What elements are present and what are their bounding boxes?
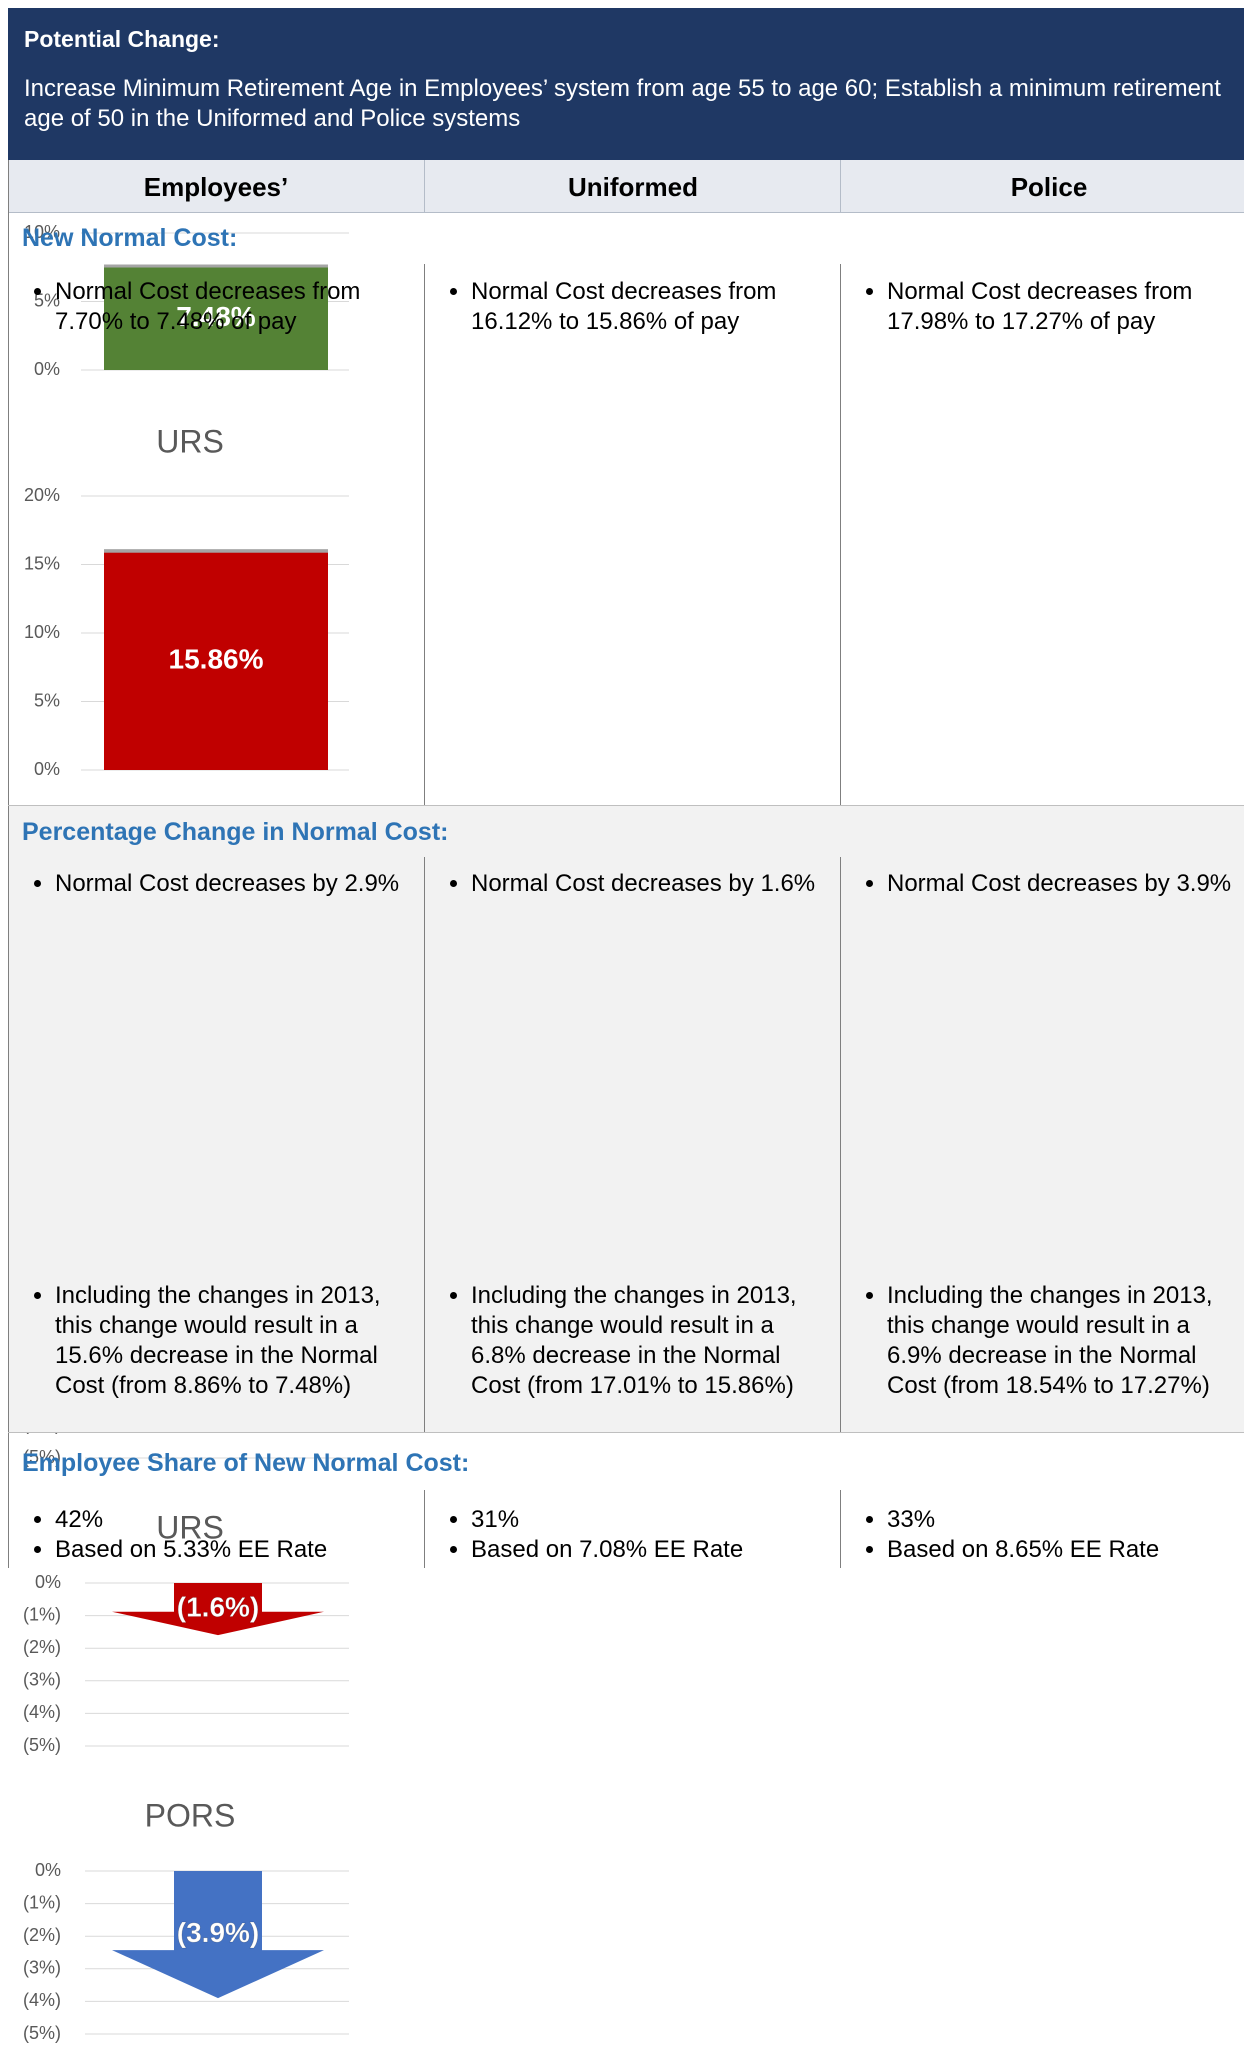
divider — [840, 857, 841, 1432]
bullet-item: Normal Cost decreases by 2.9% — [55, 869, 405, 899]
y-tick-label: 20% — [24, 485, 60, 505]
bullet-item: Based on 8.65% EE Rate — [887, 1535, 1237, 1565]
divider — [424, 1490, 425, 1568]
section-background — [9, 806, 1244, 1432]
chart-box: PORS 0% (1%) (2%) (3%) (4%) (5%) (3.9%) — [0, 1776, 380, 2064]
bullet-list: Normal Cost decreases from 7.70% to 7.48… — [8, 277, 405, 337]
bullet-item: Including the changes in 2013, this chan… — [471, 1281, 821, 1401]
y-tick-label: 0% — [35, 1860, 61, 1880]
bullet-item: Normal Cost decreases from 17.98% to 17.… — [887, 277, 1237, 337]
chart: PORS 0% (1%) (2%) (3%) (4%) (5%) (3.9%) — [23, 1797, 349, 2043]
section-title: New Normal Cost: — [22, 224, 238, 252]
bullet-list: Including the changes in 2013, this chan… — [8, 1281, 405, 1401]
value-label: (3.9%) — [177, 1917, 259, 1948]
chart: URS 0% 5% 10% 15% 20% 15.86% — [24, 423, 349, 779]
header: Potential Change: Increase Minimum Retir… — [8, 8, 1244, 160]
y-tick-label: (1%) — [23, 1604, 61, 1624]
bullet-list: Normal Cost decreases from 17.98% to 17.… — [840, 277, 1237, 337]
bullet-item: Normal Cost decreases from 16.12% to 15.… — [471, 277, 821, 337]
value-label: (1.6%) — [177, 1591, 259, 1622]
y-tick-label: 10% — [24, 622, 60, 642]
bullet-item: Including the changes in 2013, this chan… — [887, 1281, 1237, 1401]
bullet-item: Based on 7.08% EE Rate — [471, 1535, 821, 1565]
y-tick-label: (5%) — [23, 1447, 61, 1467]
section-title: Employee Share of New Normal Cost: — [22, 1449, 470, 1477]
column-header: Police — [840, 160, 1244, 212]
bar — [104, 552, 328, 770]
y-tick-label: (2%) — [23, 1637, 61, 1657]
y-tick-label: 5% — [34, 690, 60, 710]
bullet-item: Including the changes in 2013, this chan… — [55, 1281, 405, 1401]
column-headers: Employees’ Uniformed Police — [8, 160, 1244, 213]
bullet-list: 42%Based on 5.33% EE Rate — [8, 1505, 405, 1565]
chart-title: PORS — [145, 1797, 236, 1833]
bullet-list: Normal Cost decreases by 2.9% — [8, 869, 405, 899]
rule — [8, 805, 1244, 806]
bullet-item: Normal Cost decreases from 7.70% to 7.48… — [55, 277, 405, 337]
bullet-list: Normal Cost decreases from 16.12% to 15.… — [424, 277, 821, 337]
bullet-item: Normal Cost decreases by 1.6% — [471, 869, 821, 899]
y-tick-label: 0% — [35, 1572, 61, 1592]
value-label: 15.86% — [169, 644, 264, 675]
column-header: Employees’ — [143, 172, 289, 202]
y-tick-label: 5% — [34, 290, 60, 310]
bullet-list: Normal Cost decreases by 3.9% — [840, 869, 1237, 899]
border — [8, 160, 9, 1568]
header-title: Potential Change: — [24, 26, 220, 52]
header-description: Increase Minimum Retirement Age in Emplo… — [24, 75, 1221, 132]
bullet-list: Normal Cost decreases by 1.6% — [424, 869, 821, 899]
y-tick-label: 0% — [34, 759, 60, 779]
bullet-item: 31% — [471, 1505, 821, 1535]
bullet-item: Normal Cost decreases by 3.9% — [887, 869, 1237, 899]
chart-title: URS — [156, 423, 224, 459]
y-tick-label: (4%) — [23, 1702, 61, 1722]
section-title: Percentage Change in Normal Cost: — [22, 818, 449, 846]
bullet-list: Including the changes in 2013, this chan… — [424, 1281, 821, 1401]
bullet-list: 31%Based on 7.08% EE Rate — [424, 1505, 821, 1565]
divider — [424, 264, 425, 805]
y-tick-label: (2%) — [23, 1925, 61, 1945]
column-header: Uniformed — [424, 160, 841, 212]
bullet-list: Including the changes in 2013, this chan… — [840, 1281, 1237, 1401]
chart-title: URS — [156, 1509, 224, 1545]
value-label: 7.48% — [176, 301, 255, 332]
y-tick-label: (3%) — [23, 1958, 61, 1978]
chart-box: URS 0% 5% 10% 15% 20% 15.86% — [0, 400, 380, 800]
page: Potential Change: Increase Minimum Retir… — [0, 0, 1244, 1568]
divider — [840, 1490, 841, 1568]
bullet-item: 33% — [887, 1505, 1237, 1535]
bullet-list: 33%Based on 8.65% EE Rate — [840, 1505, 1237, 1565]
y-tick-label: 0% — [34, 359, 60, 379]
y-tick-label: (3%) — [23, 1670, 61, 1690]
y-tick-label: (1%) — [23, 1892, 61, 1912]
bullet-item: Based on 5.33% EE Rate — [55, 1535, 405, 1565]
y-tick-label: 10% — [24, 222, 60, 242]
y-tick-label: (5%) — [23, 1735, 61, 1755]
y-tick-label: (5%) — [23, 2023, 61, 2043]
divider — [840, 264, 841, 805]
rule — [8, 1432, 1244, 1433]
bar — [104, 267, 328, 370]
divider — [424, 857, 425, 1432]
bullet-item: 42% — [55, 1505, 405, 1535]
y-tick-label: 15% — [24, 553, 60, 573]
y-tick-label: (4%) — [23, 1990, 61, 2010]
